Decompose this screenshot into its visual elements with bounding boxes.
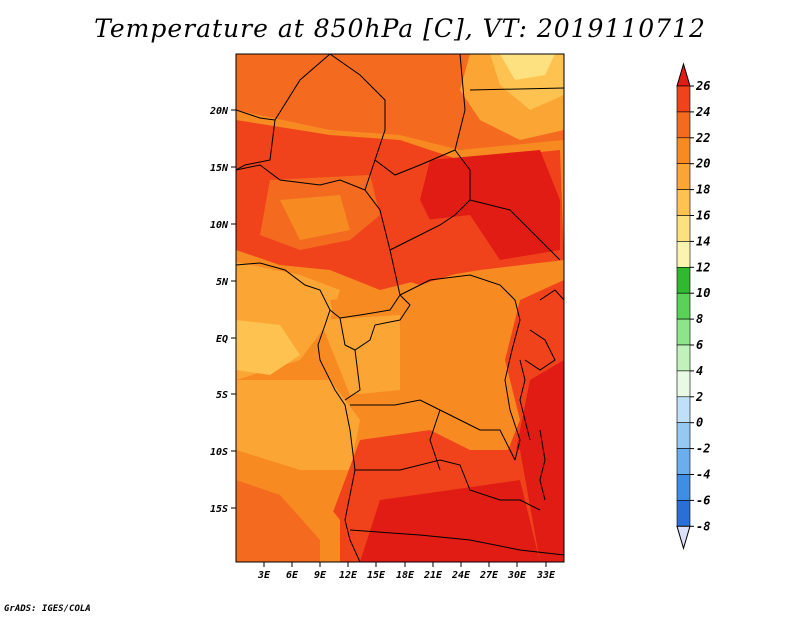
lon-label: 18E (396, 570, 415, 581)
lon-label: 3E (257, 570, 271, 581)
colorbar-segment (676, 344, 691, 372)
country-borders (236, 54, 564, 562)
lon-label: 21E (423, 570, 443, 581)
longitude-axis: 3E 6E 9E 12E 15E 18E 21E 24E 27E 30E 33E (257, 562, 556, 581)
latitude-axis: 20N 15N 10N 5N EQ 5S 10S 15S (209, 106, 236, 515)
lat-label: 5S (216, 390, 228, 401)
colorbar-segment (676, 241, 691, 268)
colorbar-label: 26 (695, 79, 710, 93)
temperature-field (236, 54, 564, 562)
colorbar-label: 4 (696, 364, 703, 378)
colorbar-label: 8 (696, 312, 703, 326)
credit-text: GrADS: IGES/COLA (4, 604, 91, 614)
map-frame (235, 53, 565, 563)
lat-label: 15N (210, 163, 229, 174)
colorbar-label: 22 (695, 131, 710, 145)
colorbar-label: 20 (695, 157, 710, 171)
colorbar-segment (676, 137, 691, 165)
lat-label: 5N (216, 277, 229, 288)
lat-label: 10S (210, 447, 228, 458)
colorbar-segment (676, 500, 691, 527)
colorbar-segment (676, 111, 691, 139)
lat-label: 10N (210, 220, 229, 231)
colorbar-segment (676, 474, 691, 501)
colorbar-label: 16 (696, 209, 710, 223)
map-title: Temperature at 850hPa [C], VT: 201911071… (94, 14, 706, 43)
lat-label: EQ (216, 334, 228, 345)
colorbar-label: -6 (696, 493, 710, 507)
colorbar-label: 14 (696, 234, 710, 248)
colorbar-segment (676, 292, 691, 320)
colorbar-label: 18 (696, 183, 710, 197)
colorbar-label: -2 (696, 442, 710, 456)
colorbar-label: 24 (695, 105, 710, 119)
colorbar-label: 12 (696, 260, 710, 274)
lon-label: 27E (479, 570, 499, 581)
colorbar-segment (676, 370, 691, 398)
colorbar-label: 2 (695, 390, 703, 404)
colorbar-segment (676, 85, 691, 113)
lat-label: 15S (210, 504, 228, 515)
lon-label: 6E (286, 570, 299, 581)
colorbar-segment (676, 189, 691, 216)
lon-label: 33E (536, 570, 556, 581)
colorbar-segment (676, 215, 691, 242)
colorbar-label: 0 (696, 416, 703, 430)
lon-label: 12E (339, 570, 358, 581)
lat-label: 20N (209, 106, 229, 117)
colorbar-segment (676, 266, 691, 294)
colorbar-label: -4 (696, 468, 710, 482)
colorbar-segment (676, 318, 691, 346)
colorbar-segment (676, 163, 691, 190)
colorbar-label: -8 (696, 519, 710, 533)
colorbar-label: 10 (696, 286, 710, 300)
lon-label: 24E (451, 570, 471, 581)
colorbar-top-arrow (676, 62, 691, 87)
colorbar-segment (676, 396, 691, 423)
colorbar-bottom-arrow (676, 525, 691, 551)
lon-label: 15E (367, 570, 386, 581)
lon-label: 30E (507, 570, 527, 581)
colorbar-label: 6 (696, 338, 703, 352)
colorbar-segment (676, 448, 691, 475)
colorbar-segment (676, 422, 691, 449)
lon-label: 9E (314, 570, 327, 581)
